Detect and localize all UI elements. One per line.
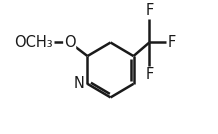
Text: OCH₃: OCH₃ (14, 35, 53, 50)
Text: N: N (73, 76, 84, 91)
Text: F: F (167, 35, 175, 50)
Text: F: F (145, 3, 153, 18)
Text: F: F (145, 67, 153, 82)
Text: O: O (64, 35, 75, 50)
